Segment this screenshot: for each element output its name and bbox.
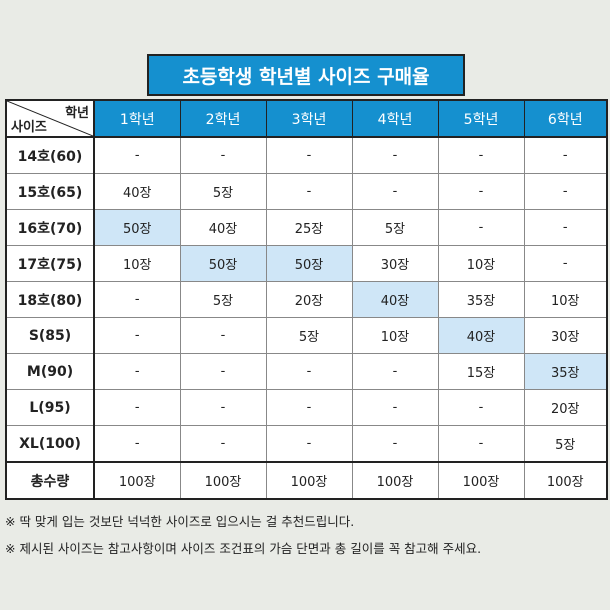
grade-header: 1학년: [93, 99, 181, 138]
grade-header: 3학년: [265, 99, 353, 138]
size-label: S(85): [5, 317, 95, 354]
table-row: 18호(80) - 5장 20장 40장 35장 10장: [5, 281, 608, 318]
diagonal-divider: [7, 101, 92, 135]
page-title: 초등학생 학년별 사이즈 구매율: [147, 54, 465, 96]
note-size-reference: ※ 제시된 사이즈는 참고사항이며 사이즈 조건표의 가슴 단면과 총 길이를 …: [5, 541, 482, 556]
table-row: 14호(60) - - - - - -: [5, 136, 608, 174]
size-label: 15호(65): [5, 173, 95, 210]
table-cell: -: [523, 173, 608, 210]
table-cell-highlighted: 40장: [437, 317, 525, 354]
table-cell: -: [93, 425, 181, 463]
table-cell: -: [437, 425, 525, 463]
table-row: L(95) - - - - - 20장: [5, 389, 608, 426]
table-cell: -: [437, 173, 525, 210]
table-row: M(90) - - - - 15장 35장: [5, 353, 608, 390]
table-cell-highlighted: 50장: [179, 245, 267, 282]
total-label: 총수량: [5, 461, 95, 500]
table-cell: -: [437, 209, 525, 246]
table-cell: 10장: [93, 245, 181, 282]
table-cell: -: [93, 136, 181, 174]
table-cell: -: [179, 353, 267, 390]
table-cell: 40장: [179, 209, 267, 246]
grade-header: 4학년: [351, 99, 439, 138]
size-label: 17호(75): [5, 245, 95, 282]
table-cell-highlighted: 50장: [93, 209, 181, 246]
table-cell: -: [523, 245, 608, 282]
size-label: 18호(80): [5, 281, 95, 318]
size-label: L(95): [5, 389, 95, 426]
table-cell: 35장: [437, 281, 525, 318]
table-cell: 20장: [523, 389, 608, 426]
size-label: M(90): [5, 353, 95, 390]
total-cell: 100장: [351, 461, 439, 500]
table-row: XL(100) - - - - - 5장: [5, 425, 608, 463]
table-cell: -: [351, 389, 439, 426]
total-cell: 100장: [523, 461, 608, 500]
corner-size-label: 사이즈: [11, 120, 47, 135]
total-cell: 100장: [437, 461, 525, 500]
total-cell: 100장: [93, 461, 181, 500]
table-cell: -: [523, 209, 608, 246]
total-cell: 100장: [265, 461, 353, 500]
table-cell: -: [351, 136, 439, 174]
table-cell: 5장: [179, 173, 267, 210]
table-cell: 15장: [437, 353, 525, 390]
table-cell-highlighted: 50장: [265, 245, 353, 282]
corner-grade-label: 학년: [65, 106, 89, 121]
table-cell: -: [351, 353, 439, 390]
table-row: 15호(65) 40장 5장 - - - -: [5, 173, 608, 210]
grade-header: 5학년: [437, 99, 525, 138]
total-row: 총수량 100장 100장 100장 100장 100장 100장: [5, 461, 608, 500]
table-row: 17호(75) 10장 50장 50장 30장 10장 -: [5, 245, 608, 282]
table-cell: -: [179, 317, 267, 354]
table-cell: -: [179, 389, 267, 426]
table-cell: -: [523, 136, 608, 174]
table-cell: 10장: [437, 245, 525, 282]
table-cell: -: [351, 173, 439, 210]
table-cell: -: [93, 281, 181, 318]
size-label: 16호(70): [5, 209, 95, 246]
grade-header: 2학년: [179, 99, 267, 138]
table-cell: -: [265, 173, 353, 210]
size-label: XL(100): [5, 425, 95, 463]
table-cell: 5장: [265, 317, 353, 354]
table-cell: -: [265, 353, 353, 390]
total-cell: 100장: [179, 461, 267, 500]
table-cell: 5장: [351, 209, 439, 246]
note-fit-recommendation: ※ 딱 맞게 입는 것보단 넉넉한 사이즈로 입으시는 걸 추천드립니다.: [5, 514, 355, 529]
table-corner-cell: 학년 사이즈: [5, 99, 95, 138]
table-cell: -: [93, 317, 181, 354]
table-cell: 10장: [523, 281, 608, 318]
table-cell: -: [437, 136, 525, 174]
table-header-row: 학년 사이즈 1학년 2학년 3학년 4학년 5학년 6학년: [5, 99, 608, 138]
table-cell: -: [93, 389, 181, 426]
table-cell-highlighted: 40장: [351, 281, 439, 318]
table-cell: 5장: [179, 281, 267, 318]
table-cell: -: [351, 425, 439, 463]
table-cell: 30장: [351, 245, 439, 282]
table-cell: 10장: [351, 317, 439, 354]
table-cell: -: [437, 389, 525, 426]
table-cell: -: [265, 136, 353, 174]
table-cell: 25장: [265, 209, 353, 246]
table-row: S(85) - - 5장 10장 40장 30장: [5, 317, 608, 354]
size-label: 14호(60): [5, 136, 95, 174]
table-cell-highlighted: 35장: [523, 353, 608, 390]
table-cell: -: [179, 136, 267, 174]
table-cell: 5장: [523, 425, 608, 463]
size-purchase-table: 학년 사이즈 1학년 2학년 3학년 4학년 5학년 6학년 14호(60) -…: [5, 99, 608, 500]
table-row: 16호(70) 50장 40장 25장 5장 - -: [5, 209, 608, 246]
table-cell: -: [93, 353, 181, 390]
grade-header: 6학년: [523, 99, 608, 138]
table-cell: -: [265, 389, 353, 426]
table-cell: -: [265, 425, 353, 463]
table-cell: 30장: [523, 317, 608, 354]
table-cell: 40장: [93, 173, 181, 210]
table-cell: 20장: [265, 281, 353, 318]
table-cell: -: [179, 425, 267, 463]
